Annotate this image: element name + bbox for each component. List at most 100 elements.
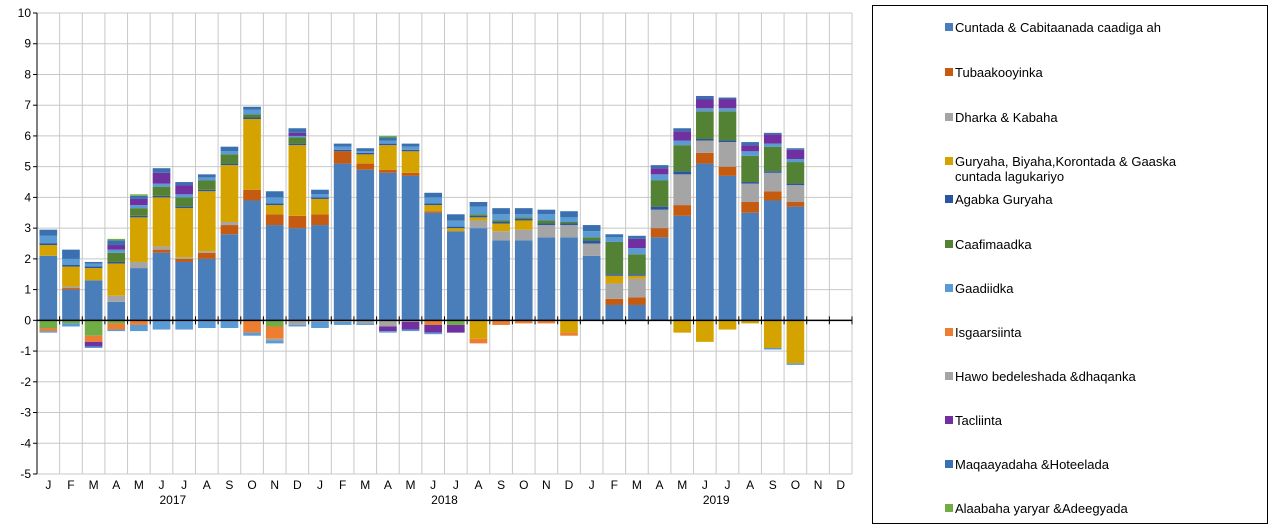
bar-segment xyxy=(107,295,126,302)
bar-segment xyxy=(582,240,601,244)
legend-label: Isgaarsiinta xyxy=(955,325,1022,340)
bar-segment xyxy=(401,172,420,176)
bar-segment xyxy=(84,263,103,267)
bar-segment xyxy=(741,212,759,321)
bar-segment-negative xyxy=(401,321,420,330)
bar-segment xyxy=(469,217,488,221)
bar-segment xyxy=(220,221,239,226)
bar-segment xyxy=(492,208,510,215)
bar-segment xyxy=(673,145,692,172)
bar-segment xyxy=(220,154,239,164)
bar-segment-negative xyxy=(718,320,737,330)
bar-segment xyxy=(582,243,601,256)
bar-segment xyxy=(741,183,759,203)
legend-label: Agabka Guryaha xyxy=(955,192,1053,207)
bar-segment xyxy=(424,203,443,206)
bar-segment xyxy=(469,202,488,207)
bar-segment xyxy=(718,166,737,176)
bar-segment xyxy=(62,265,80,267)
bar-segment xyxy=(62,258,80,266)
bar-segment xyxy=(492,231,510,241)
bar-segment xyxy=(197,191,216,252)
bar-segment xyxy=(401,146,420,150)
legend-swatch xyxy=(945,372,953,380)
legend-swatch xyxy=(945,157,953,165)
bar-segment xyxy=(152,249,171,253)
legend-label: Caafimaadka xyxy=(955,237,1032,252)
bar-segment xyxy=(288,135,307,138)
bar-segment xyxy=(673,215,692,321)
bar-segment xyxy=(84,280,103,321)
bar-segment xyxy=(650,209,669,229)
bar-segment xyxy=(197,251,216,253)
bar-segment xyxy=(628,274,646,276)
bar-segment xyxy=(673,131,692,141)
bar-segment xyxy=(582,255,601,321)
x-tick-label: O xyxy=(247,478,256,492)
bar-segment xyxy=(696,95,714,100)
bar-segment xyxy=(175,206,193,209)
bar-segment xyxy=(628,235,646,239)
bar-segment xyxy=(175,197,193,207)
x-tick-label: A xyxy=(746,478,754,492)
bar-segment-negative xyxy=(265,320,284,327)
bar-segment xyxy=(197,180,216,190)
legend-swatch xyxy=(945,68,953,76)
bar-segment xyxy=(39,229,58,236)
bar-segment-negative xyxy=(265,340,284,344)
x-tick-label: S xyxy=(225,478,233,492)
bar-segment xyxy=(311,225,329,321)
bar-segment xyxy=(560,237,578,321)
bar-segment xyxy=(62,289,80,321)
bar-segment xyxy=(628,297,646,305)
bar-segment xyxy=(786,149,805,159)
bar-segment xyxy=(379,143,397,146)
bar-segment xyxy=(288,228,307,321)
bar-segment xyxy=(152,168,171,173)
year-label: 2017 xyxy=(159,493,186,507)
bar-segment xyxy=(424,212,443,321)
bar-segment xyxy=(741,151,759,156)
bar-segment xyxy=(763,200,782,321)
bar-segment xyxy=(696,140,714,153)
bar-segment xyxy=(741,142,759,146)
bar-segment xyxy=(718,97,737,100)
x-tick-label: J xyxy=(589,478,595,492)
bar-segment xyxy=(288,137,307,144)
x-tick-label: J xyxy=(317,478,323,492)
bar-segment xyxy=(763,172,782,192)
bar-segment xyxy=(514,214,533,218)
bar-segment xyxy=(243,114,261,118)
bar-segment-negative xyxy=(107,329,126,332)
bar-segment xyxy=(243,117,261,120)
bar-segment xyxy=(763,134,782,144)
legend-label: Guryaha, Biyaha,Korontada & Gaaska cunta… xyxy=(955,154,1177,184)
year-label: 2018 xyxy=(431,493,458,507)
bar-segment xyxy=(786,206,805,321)
x-tick-label: O xyxy=(519,478,528,492)
bar-segment xyxy=(560,225,578,238)
bar-segment-negative xyxy=(469,320,488,339)
bar-segment xyxy=(84,261,103,264)
bar-segment xyxy=(696,99,714,109)
legend-swatch xyxy=(945,328,953,336)
bar-segment xyxy=(39,255,58,321)
bar-segment xyxy=(650,180,669,207)
legend-label: Tubaakooyinka xyxy=(955,65,1043,80)
bar-segment xyxy=(424,197,443,204)
x-tick-label: S xyxy=(497,478,505,492)
bar-segment-negative xyxy=(130,324,148,332)
x-tick-label: M xyxy=(406,478,416,492)
year-label: 2019 xyxy=(703,493,730,507)
bar-segment xyxy=(763,146,782,172)
legend-label: Alaabaha yaryar &Adeegyada xyxy=(955,501,1128,516)
bar-segment xyxy=(243,200,261,321)
bar-segment xyxy=(152,172,171,184)
bar-segment xyxy=(582,225,601,232)
bar-segment xyxy=(220,225,239,235)
bar-segment xyxy=(469,228,488,321)
legend-swatch xyxy=(945,416,953,424)
bar-segment-negative xyxy=(265,326,284,339)
bar-segment xyxy=(537,223,556,226)
